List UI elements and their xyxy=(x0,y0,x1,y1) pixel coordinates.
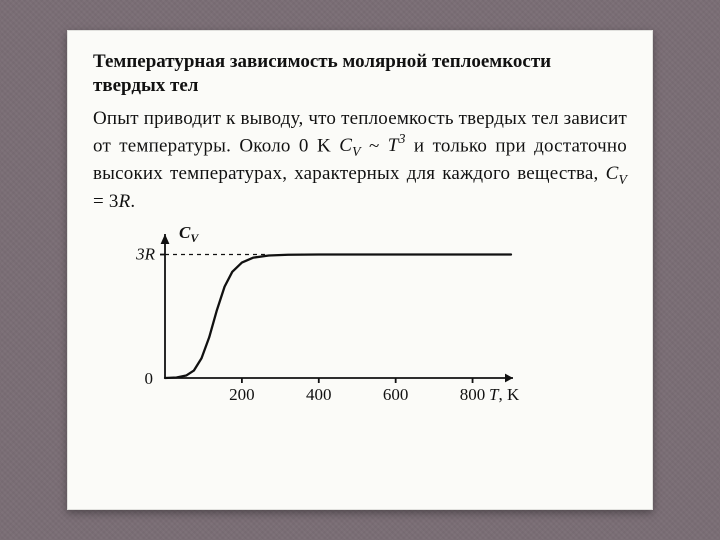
formula-C: C xyxy=(339,135,352,156)
formula-R: R xyxy=(119,191,131,212)
y-axis-label: CV xyxy=(179,223,199,245)
formula-T3: T3 xyxy=(388,135,406,156)
x-axis-label: T, K xyxy=(489,385,520,404)
x-tick-label: 200 xyxy=(229,385,255,404)
formula-C-2: C xyxy=(606,163,619,184)
y-tick-3R-label: 3R xyxy=(135,244,156,263)
title: Температурная зависимость молярной тепло… xyxy=(93,50,627,98)
paragraph: Опыт приводит к выводу, что теплоем­кост… xyxy=(93,106,627,214)
formula-V-sub: V xyxy=(352,144,361,159)
formula-3-sup: 3 xyxy=(399,131,406,146)
formula-T: T xyxy=(388,135,399,156)
origin-label: 0 xyxy=(145,369,154,388)
text-period: . xyxy=(130,191,135,212)
x-tick-label: 400 xyxy=(306,385,332,404)
x-tick-label: 600 xyxy=(383,385,409,404)
chart-container: 200 400 600 800 3R 0 CV T, K xyxy=(93,222,627,412)
y-axis-arrow xyxy=(161,234,170,244)
heat-capacity-chart: 200 400 600 800 3R 0 CV T, K xyxy=(101,222,531,412)
formula-V-sub-2: V xyxy=(618,172,627,187)
x-axis-arrow xyxy=(505,373,513,382)
formula-cv: CV xyxy=(339,135,360,156)
formula-cv-2: CV xyxy=(606,163,627,184)
text-eq: = 3 xyxy=(93,191,119,212)
curve xyxy=(165,254,511,377)
document-page: Температурная зависимость молярной тепло… xyxy=(67,30,653,510)
text-tilde: ~ xyxy=(361,135,388,156)
x-tick-label: 800 xyxy=(460,385,486,404)
